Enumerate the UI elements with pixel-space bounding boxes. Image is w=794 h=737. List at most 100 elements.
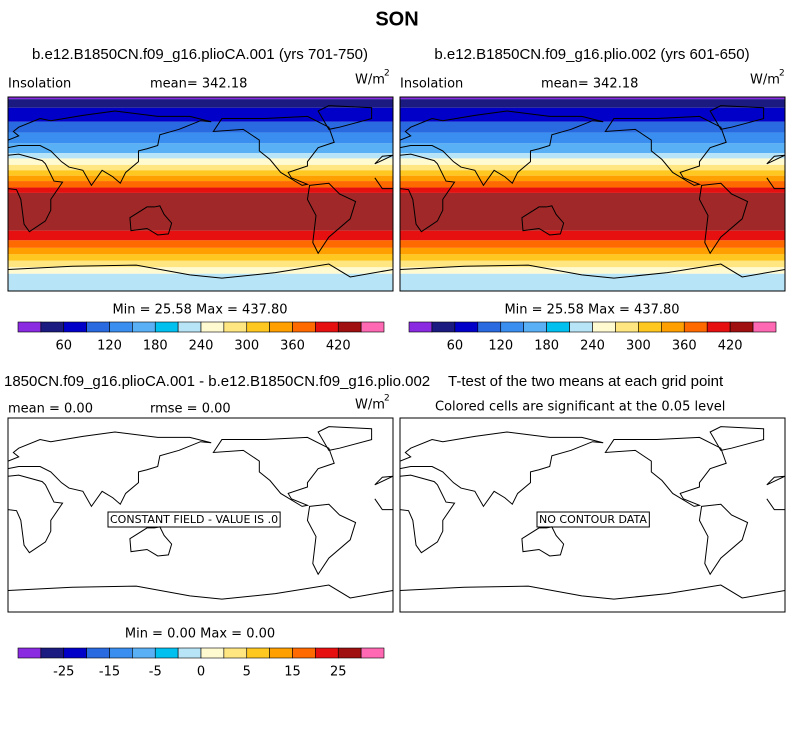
figure-title: SON bbox=[375, 8, 418, 30]
colorbar-label: 120 bbox=[488, 339, 513, 354]
colorbar-box bbox=[246, 321, 270, 333]
color-band bbox=[8, 121, 393, 133]
colorbar-box bbox=[360, 647, 385, 659]
color-band bbox=[8, 187, 393, 193]
color-band bbox=[8, 254, 393, 261]
color-band bbox=[8, 192, 393, 231]
annotation-box bbox=[107, 511, 281, 528]
colorbar-label: -5 bbox=[149, 665, 162, 680]
colorbar-box bbox=[546, 321, 570, 333]
color-band bbox=[8, 99, 393, 108]
color-band bbox=[400, 153, 785, 159]
color-band bbox=[400, 254, 785, 261]
units: W/m bbox=[355, 398, 385, 413]
colorbar-label: 360 bbox=[672, 339, 697, 354]
units: W/m bbox=[355, 73, 385, 88]
color-band bbox=[400, 121, 785, 133]
colorbar-box bbox=[86, 321, 110, 333]
panel-mean: mean= 342.18 bbox=[541, 77, 638, 92]
color-band bbox=[400, 230, 785, 241]
colorbar-box bbox=[17, 647, 42, 659]
color-band bbox=[8, 143, 393, 154]
colorbar-box bbox=[200, 321, 225, 333]
color-band bbox=[400, 181, 785, 188]
units-exp: 2 bbox=[384, 69, 390, 79]
colorbar-box bbox=[269, 647, 293, 659]
color-band bbox=[8, 240, 393, 248]
color-band bbox=[8, 230, 393, 241]
color-band bbox=[400, 187, 785, 193]
colorbar-box bbox=[592, 321, 616, 333]
color-band bbox=[8, 273, 393, 291]
colorbar-label: 60 bbox=[55, 339, 72, 354]
colorbar-box bbox=[132, 321, 156, 333]
panel-subtitle: b.e12.B1850CN.f09_g16.plio.002 (yrs 601-… bbox=[434, 46, 749, 63]
color-band bbox=[400, 175, 785, 182]
colorbar-box bbox=[292, 647, 316, 659]
colorbar-label: 15 bbox=[284, 665, 301, 680]
colorbar-label: 180 bbox=[143, 339, 168, 354]
colorbar-box bbox=[246, 647, 270, 659]
colorbar-box bbox=[477, 321, 502, 333]
panel-note: Colored cells are significant at the 0.0… bbox=[435, 400, 725, 415]
colorbar-box bbox=[177, 321, 202, 333]
colorbar-box bbox=[132, 647, 156, 659]
colorbar-box bbox=[40, 647, 65, 659]
colorbar-box bbox=[729, 321, 754, 333]
colorbar-box bbox=[752, 321, 777, 333]
colorbar-box bbox=[431, 321, 456, 333]
color-band bbox=[8, 260, 393, 268]
colorbar-label: 120 bbox=[97, 339, 122, 354]
map-frame bbox=[7, 96, 394, 292]
panel-subtitle: T-test of the two means at each grid poi… bbox=[448, 373, 724, 390]
panel-stats: Min = 25.58 Max = 437.80 bbox=[504, 303, 679, 318]
colorbar-box bbox=[109, 321, 133, 333]
colorbar-label: 25 bbox=[330, 665, 347, 680]
units-exp: 2 bbox=[779, 69, 785, 79]
annotation: NO CONTOUR DATA bbox=[539, 513, 647, 526]
color-band bbox=[8, 247, 393, 255]
color-band bbox=[8, 164, 393, 171]
colorbar-box bbox=[337, 321, 362, 333]
color-band bbox=[400, 97, 785, 100]
color-band bbox=[400, 273, 785, 291]
colorbar-label: 360 bbox=[280, 339, 305, 354]
map-frame bbox=[7, 417, 394, 613]
annotation: CONSTANT FIELD - VALUE IS .0 bbox=[110, 513, 278, 526]
color-band bbox=[400, 267, 785, 274]
colorbar-box bbox=[200, 647, 225, 659]
colorbar-label: 0 bbox=[197, 665, 205, 680]
color-band bbox=[400, 107, 785, 122]
panel-stats: Min = 0.00 Max = 0.00 bbox=[125, 627, 275, 642]
colorbar-box bbox=[360, 321, 385, 333]
color-band bbox=[8, 267, 393, 274]
color-band bbox=[400, 132, 785, 144]
colorbar-box bbox=[408, 321, 433, 333]
colorbar-box bbox=[523, 321, 547, 333]
color-band bbox=[400, 164, 785, 171]
colorbar-label: 180 bbox=[534, 339, 559, 354]
colorbar-box bbox=[454, 321, 479, 333]
colorbar-box bbox=[63, 321, 87, 333]
colorbar-box bbox=[109, 647, 133, 659]
color-band bbox=[400, 240, 785, 248]
colorbar-label: 300 bbox=[234, 339, 259, 354]
units: W/m bbox=[750, 73, 780, 88]
color-band bbox=[400, 143, 785, 154]
colorbar-box bbox=[223, 647, 248, 659]
colorbar-box bbox=[154, 321, 179, 333]
panel-subtitle: b.e12.B1850CN.f09_g16.plioCA.001 (yrs 70… bbox=[32, 46, 368, 63]
colorbar-label: 300 bbox=[626, 339, 651, 354]
colorbar-box bbox=[569, 321, 593, 333]
colorbar-box bbox=[154, 647, 179, 659]
panel-label: Insolation bbox=[400, 77, 463, 92]
colorbar-label: 5 bbox=[243, 665, 251, 680]
colorbar-label: 60 bbox=[447, 339, 464, 354]
colorbar-box bbox=[177, 647, 202, 659]
colorbar-box bbox=[86, 647, 110, 659]
color-band bbox=[8, 181, 393, 188]
colorbar-label: 240 bbox=[580, 339, 605, 354]
colorbar-box bbox=[638, 321, 662, 333]
colorbar-box bbox=[615, 321, 639, 333]
